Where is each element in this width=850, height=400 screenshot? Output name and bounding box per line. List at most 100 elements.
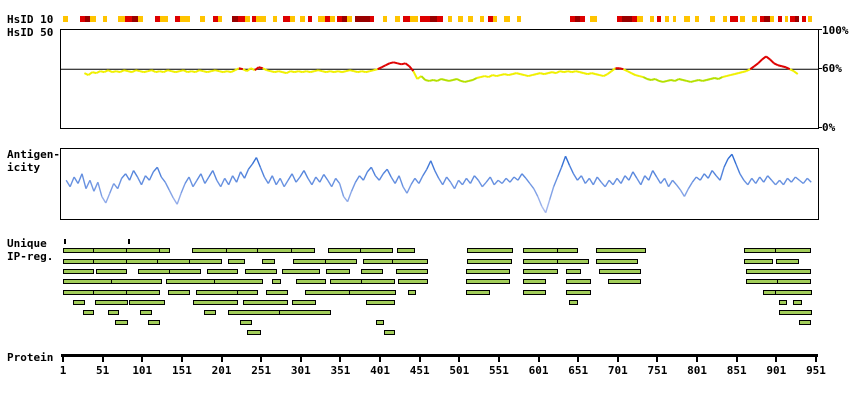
curve-segment (97, 182, 103, 197)
curve-segment (632, 171, 638, 179)
antigenicity-plot-box (60, 148, 819, 220)
curve-segment (509, 176, 515, 183)
curve-segment (295, 176, 301, 183)
curve-segment (349, 69, 355, 73)
protein-axis-tick-label: 601 (528, 364, 549, 377)
curve-segment (563, 70, 569, 74)
curve-segment (674, 78, 680, 82)
hsid10-strip-segment (621, 16, 633, 22)
curve-segment (128, 170, 135, 181)
curve-segment (323, 174, 329, 181)
hsid10-strip-segment (231, 16, 239, 22)
curve-segment (179, 69, 184, 73)
ip-region-bar (557, 259, 589, 264)
curve-segment (663, 178, 670, 188)
curve-segment (743, 179, 749, 186)
curve-segment (222, 70, 228, 74)
hsid10-strip-segment (739, 16, 745, 22)
curve-segment (366, 166, 372, 173)
curve-segment (702, 79, 707, 82)
curve-segment (457, 179, 464, 186)
curve-segment (604, 179, 610, 188)
curve-segment (333, 70, 339, 74)
ip-region-bar (228, 259, 245, 264)
ip-region-bar (396, 269, 428, 274)
curve-segment (644, 175, 650, 181)
hsid10-strip-segment (657, 16, 662, 22)
curve-segment (480, 75, 485, 79)
protein-axis-label: Protein (7, 351, 54, 364)
protein-axis-tick-label: 551 (489, 364, 509, 377)
ip-region-bar (744, 259, 773, 264)
curve-segment (286, 70, 291, 75)
curve-segment (549, 186, 555, 200)
curve-segment (362, 171, 369, 181)
curve-segment (695, 176, 701, 181)
curve-segment (635, 74, 640, 78)
curve-segment (155, 70, 160, 74)
curve-segment (690, 79, 695, 83)
hsid10-strip-segment (575, 16, 580, 22)
curve-segment (730, 73, 735, 77)
ip-region-bar (129, 300, 165, 305)
curve-segment (670, 79, 676, 82)
hsid10-strip-segment (369, 16, 375, 22)
curve-segment (378, 173, 384, 181)
curve-segment (456, 78, 462, 82)
curve-segment (501, 177, 507, 184)
curve-segment (119, 69, 125, 74)
curve-segment (802, 177, 808, 184)
antigenicity-curve (65, 153, 812, 214)
curve-segment (152, 166, 158, 173)
curve-segment (775, 179, 781, 186)
curve-segment (718, 76, 723, 80)
curve-segment (85, 179, 91, 189)
curve-segment (402, 186, 408, 194)
protein-axis-tickmark (62, 357, 64, 362)
hsid10-strip-segment (131, 16, 139, 22)
curve-segment (393, 61, 398, 65)
curve-segment (734, 72, 739, 76)
curve-segment (757, 58, 763, 65)
curve-segment (377, 66, 383, 71)
curve-segment (317, 69, 323, 73)
curve-segment (603, 73, 608, 77)
curve-segment (648, 170, 654, 181)
curve-segment (504, 73, 509, 77)
curve-segment (679, 189, 686, 197)
curve-segment (683, 188, 690, 197)
curve-segment (584, 177, 590, 184)
curve-segment (794, 176, 800, 181)
curve-segment (404, 62, 410, 68)
ytick-100: 100% (822, 24, 849, 37)
curve-segment (338, 183, 345, 197)
curve-segment (69, 176, 75, 188)
curve-segment (781, 65, 787, 69)
curve-segment (765, 55, 771, 61)
protein-axis-tick-label: 251 (251, 364, 272, 377)
curve-segment (123, 69, 129, 73)
protein-axis-tick-label: 351 (330, 364, 351, 377)
ip-region-bar (557, 248, 578, 253)
curve-segment (167, 69, 172, 73)
curve-segment (556, 166, 563, 178)
ip-region-bar (596, 248, 646, 253)
curve-segment (196, 173, 202, 181)
curve-segment (93, 181, 99, 192)
curve-segment (714, 77, 719, 80)
hsid10-strip-segment (255, 16, 266, 22)
curve-segment (267, 175, 273, 184)
hsid10-strip-segment (395, 16, 400, 22)
hsid10-strip-segment (649, 16, 654, 22)
curve-segment (306, 70, 311, 74)
curve-segment (763, 175, 769, 183)
curve-segment (525, 177, 531, 184)
curve-segment (242, 68, 248, 73)
curve-segment (723, 158, 729, 168)
curve-segment (127, 70, 133, 74)
hsid10-strip-segment (138, 16, 144, 22)
curve-segment (517, 173, 523, 181)
curve-segment (183, 69, 188, 74)
curve-segment (432, 79, 438, 82)
curve-segment (113, 183, 119, 190)
